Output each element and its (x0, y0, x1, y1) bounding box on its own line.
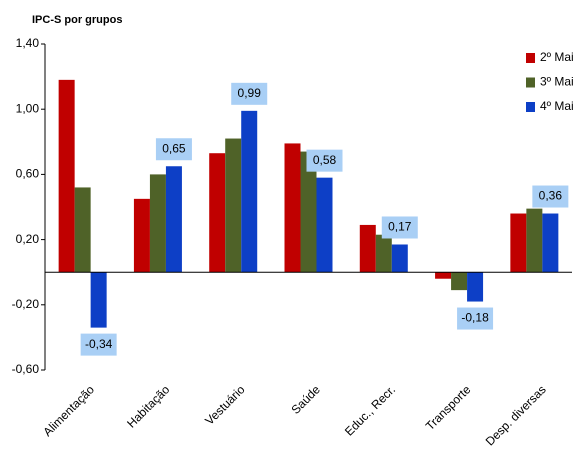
x-tick-label: Transporte (423, 382, 474, 433)
value-label: 0,17 (388, 220, 412, 234)
legend-label: 2º Mai (540, 50, 574, 64)
bar (241, 110, 258, 273)
bar (209, 153, 226, 273)
x-tick-label: Saúde (288, 382, 323, 417)
bar (542, 213, 559, 273)
bar (149, 174, 166, 273)
value-label: -0,34 (85, 337, 113, 351)
legend-label: 3º Mai (540, 75, 574, 89)
y-tick-label: 0,60 (16, 167, 40, 181)
value-label: 0,58 (313, 153, 337, 167)
value-label-box (532, 185, 569, 208)
bar (284, 143, 301, 273)
value-label-box (80, 333, 117, 356)
bar (300, 151, 317, 273)
bar (58, 79, 75, 273)
bar (391, 244, 408, 273)
legend-swatch (526, 53, 535, 63)
value-label: 0,36 (539, 189, 563, 203)
bar (133, 198, 150, 273)
y-tick-label: 1,00 (16, 101, 40, 115)
bar (359, 224, 376, 273)
x-tick-label: Vestuário (202, 382, 248, 428)
x-tick-label: Educ., Recr. (342, 382, 398, 438)
chart-title: IPC-S por grupos (32, 14, 122, 26)
y-tick-label: 1,40 (16, 36, 40, 50)
legend-swatch (526, 102, 535, 112)
value-label-box (381, 216, 418, 239)
bar (375, 234, 392, 273)
x-tick-label: Desp. diversas (483, 382, 549, 448)
legend-swatch (526, 77, 535, 88)
bar (467, 272, 484, 302)
y-tick-label: 0,20 (16, 232, 40, 246)
y-tick-label: -0,20 (12, 297, 40, 311)
bar (74, 187, 91, 273)
bar (510, 213, 527, 273)
value-label: 0,65 (162, 141, 186, 155)
bar (225, 138, 242, 273)
value-label-box (457, 307, 494, 330)
bar (526, 208, 543, 273)
bar (451, 272, 468, 291)
value-label: -0,18 (461, 311, 489, 325)
value-label-box (155, 138, 192, 161)
legend-label: 4º Mai (540, 99, 574, 113)
bar (90, 272, 107, 328)
value-label-box (231, 82, 268, 105)
bar (165, 166, 182, 273)
x-tick-label: Habitação (124, 382, 172, 430)
bar (316, 177, 333, 273)
y-tick-label: -0,60 (12, 362, 40, 376)
value-label: 0,99 (238, 86, 262, 100)
value-label-box (306, 149, 343, 172)
x-tick-label: Alimentação (40, 382, 97, 439)
bar (435, 272, 452, 279)
